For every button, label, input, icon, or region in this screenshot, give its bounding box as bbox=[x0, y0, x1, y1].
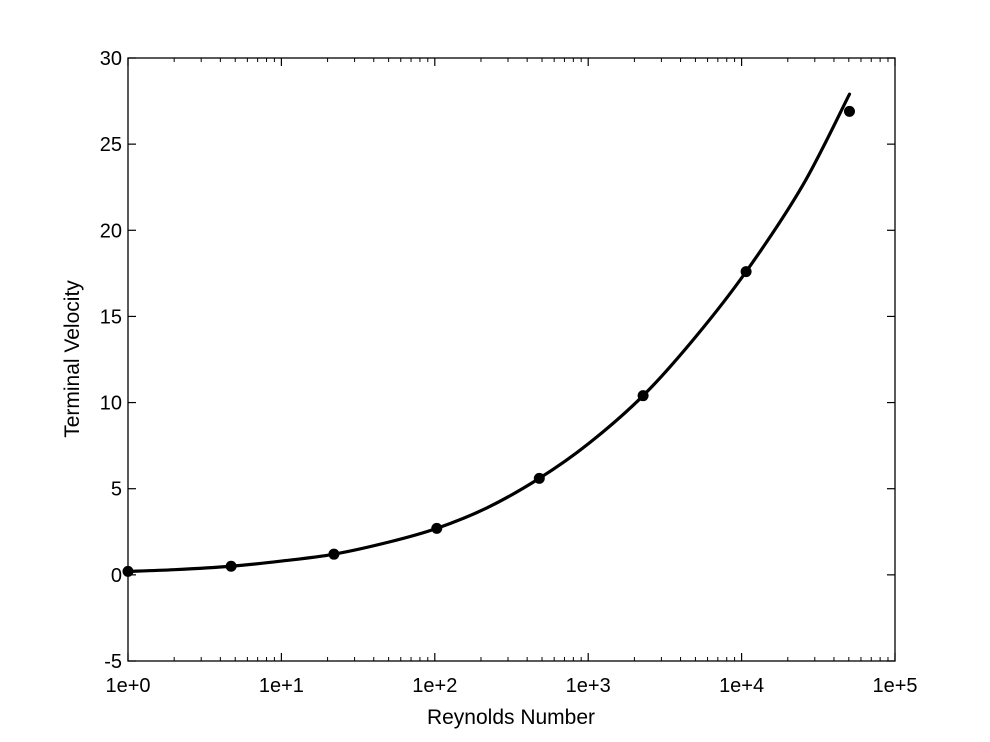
data-point bbox=[328, 548, 340, 560]
data-points bbox=[122, 105, 855, 577]
data-point bbox=[225, 560, 237, 572]
data-point bbox=[843, 105, 855, 117]
x-axis-ticks: 1e+0 1e+1 1e+2 1e+3 1e+4 1e+5 bbox=[105, 58, 918, 697]
x-tick-label: 1e+4 bbox=[719, 675, 764, 697]
plot-area bbox=[127, 57, 896, 662]
data-point bbox=[431, 522, 443, 534]
y-axis-label: Terminal Velocity bbox=[61, 280, 84, 438]
y-tick-label: 5 bbox=[111, 479, 122, 501]
data-point bbox=[533, 472, 545, 484]
y-tick-label: 0 bbox=[111, 565, 122, 587]
data-point bbox=[637, 390, 649, 402]
y-tick-label: 10 bbox=[100, 393, 122, 415]
x-tick-label: 1e+5 bbox=[872, 675, 917, 697]
y-axis-ticks: -5 0 5 10 15 20 25 30 bbox=[100, 48, 895, 673]
y-tick-label: 20 bbox=[100, 220, 122, 242]
x-tick-label: 1e+0 bbox=[105, 675, 150, 697]
x-tick-label: 1e+1 bbox=[259, 675, 304, 697]
y-tick-label: 30 bbox=[100, 48, 122, 70]
y-tick-label: 25 bbox=[100, 134, 122, 156]
x-tick-label: 1e+3 bbox=[566, 675, 611, 697]
x-tick-label: 1e+2 bbox=[412, 675, 457, 697]
y-tick-label: 15 bbox=[100, 306, 122, 328]
x-axis-label: Reynolds Number bbox=[427, 706, 595, 729]
y-tick-label: -5 bbox=[104, 651, 122, 673]
data-point bbox=[740, 266, 752, 278]
data-point bbox=[122, 565, 134, 577]
